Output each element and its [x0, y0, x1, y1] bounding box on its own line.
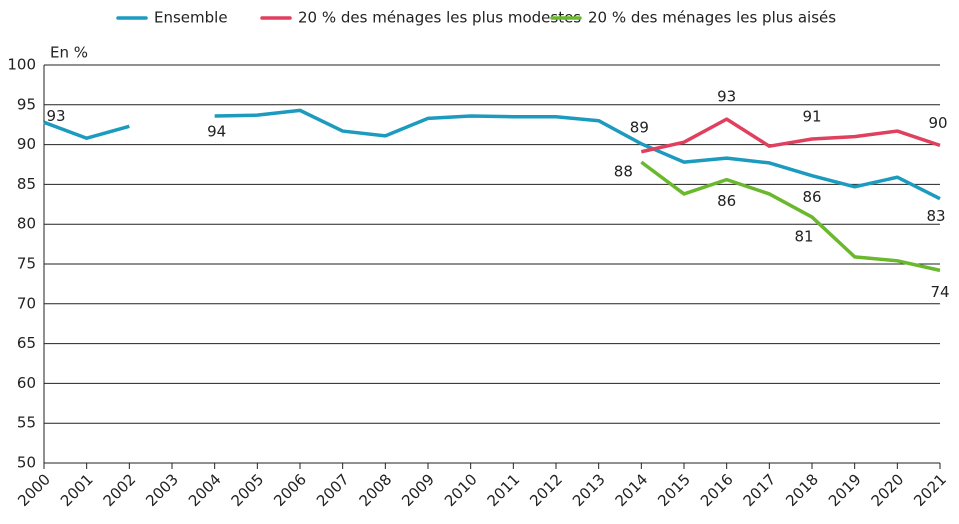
- x-tick-label: 2018: [782, 470, 822, 510]
- y-tick-label: 65: [17, 334, 36, 352]
- x-tick-label: 2019: [825, 470, 865, 510]
- series-line: [43, 120, 130, 140]
- x-tick-label: 2020: [868, 470, 908, 510]
- y-axis-label: En %: [50, 44, 88, 62]
- y-tick-label: 70: [17, 294, 36, 312]
- data-label: 86: [717, 192, 736, 210]
- x-tick-label: 2001: [57, 470, 97, 510]
- data-label: 91: [802, 108, 821, 126]
- x-tick-label: 2021: [910, 470, 950, 510]
- x-tick-label: 2012: [526, 470, 566, 510]
- x-tick-label: 2003: [142, 470, 182, 510]
- x-tick-label: 2009: [398, 470, 438, 510]
- data-label: 88: [614, 163, 633, 181]
- data-label: 94: [207, 122, 226, 140]
- x-tick-label: 2014: [612, 470, 652, 510]
- x-tick-label: 2005: [228, 470, 268, 510]
- y-tick-label: 95: [17, 95, 36, 113]
- data-label: 93: [46, 107, 65, 125]
- y-tick-label: 75: [17, 255, 36, 273]
- series-line: [214, 108, 941, 201]
- y-tick-label: 80: [17, 215, 36, 233]
- data-label: 93: [717, 88, 736, 106]
- y-tick-label: 60: [17, 374, 36, 392]
- x-tick-label: 2011: [484, 470, 524, 510]
- x-tick-label: 2010: [441, 470, 481, 510]
- data-label: 86: [802, 188, 821, 206]
- x-tick-label: 2007: [313, 470, 353, 510]
- legend-label: 20 % des ménages les plus modestes: [298, 9, 581, 27]
- legend-label: Ensemble: [154, 9, 228, 27]
- x-tick-label: 2008: [356, 470, 396, 510]
- x-tick-label: 2004: [185, 470, 225, 510]
- x-tick-label: 2006: [270, 470, 310, 510]
- data-label: 81: [794, 228, 813, 246]
- x-tick-label: 2013: [569, 470, 609, 510]
- x-tick-label: 2000: [14, 470, 54, 510]
- data-label: 90: [928, 114, 947, 132]
- legend-label: 20 % des ménages les plus aisés: [588, 9, 836, 27]
- y-tick-label: 90: [17, 135, 36, 153]
- x-tick-label: 2017: [740, 470, 780, 510]
- series-line: [640, 117, 941, 154]
- x-tick-label: 2015: [654, 470, 694, 510]
- data-label: 89: [630, 118, 649, 136]
- x-tick-label: 2002: [100, 470, 140, 510]
- data-label: 74: [930, 283, 949, 301]
- data-label: 83: [926, 207, 945, 225]
- series-line: [640, 160, 941, 273]
- x-tick-label: 2016: [697, 470, 737, 510]
- y-tick-label: 85: [17, 175, 36, 193]
- y-tick-label: 50: [17, 454, 36, 472]
- y-tick-label: 55: [17, 414, 36, 432]
- y-tick-label: 100: [7, 56, 36, 74]
